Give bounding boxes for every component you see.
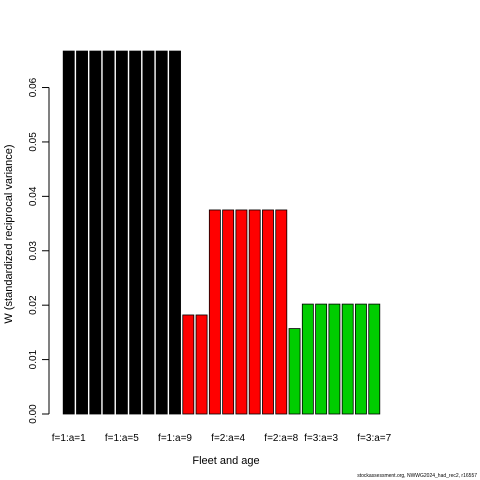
bar-f-2-a-5: [235, 209, 248, 415]
bar-f-1-a-7: [142, 50, 155, 415]
bar-f-3-a-4: [328, 303, 341, 415]
y-tick-label: 0.05: [28, 132, 39, 152]
y-axis-title: W (standardized reciprocal variance): [3, 144, 15, 323]
bar-f-1-a-5: [115, 50, 128, 415]
bar-f-2-a-6: [248, 209, 261, 415]
x-tick-label-f-1-a-1: f=1:a=1: [52, 433, 86, 444]
bar-f-1-a-9: [169, 50, 181, 415]
bar-f-2-a-4: [222, 209, 235, 415]
bar-f-1-a-1: [62, 50, 75, 415]
bar-f-1-a-3: [89, 50, 102, 415]
y-axis: 0.00 0.01 0.02 0.03 0.04 0.05 0.06: [28, 77, 50, 424]
bar-f-3-a-5: [341, 303, 354, 415]
bar-f-1-a-8: [155, 50, 168, 415]
x-tick-label-f-1-a-9: f=1:a=9: [158, 433, 192, 444]
bar-f-3-a-7: [368, 303, 381, 415]
bar-f-2-a-7: [262, 209, 274, 415]
y-tick-label: 0.06: [28, 77, 39, 97]
y-tick-label: 0.00: [28, 404, 39, 424]
credit-text: stockassessment.org, NWWG2024_had_rec2, …: [357, 473, 477, 479]
y-tick-label: 0.04: [28, 186, 39, 206]
x-tick-label-f-3-a-7: f=3:a=7: [357, 433, 391, 444]
bars: [62, 50, 381, 415]
bar-f-2-a-2: [195, 314, 208, 415]
bar-f-3-a-6: [355, 303, 367, 415]
bar-f-1-a-4: [102, 50, 115, 415]
y-tick-label: 0.01: [28, 349, 39, 369]
bar-f-2-a-1: [182, 314, 195, 415]
x-tick-label-f-3-a-3: f=3:a=3: [304, 433, 338, 444]
x-axis-title: Fleet and age: [192, 455, 259, 467]
bar-f-1-a-2: [76, 50, 88, 415]
bar-f-1-a-6: [129, 50, 142, 415]
bar-f-2-a-3: [208, 209, 221, 415]
x-tick-label-f-2-a-4: f=2:a=4: [211, 433, 245, 444]
y-tick-label: 0.02: [28, 295, 39, 315]
bar-f-2-a-8: [275, 209, 288, 415]
bar-f-3-a-3: [315, 303, 328, 415]
x-tick-label-f-2-a-8: f=2:a=8: [264, 433, 298, 444]
x-tick-labels: f=1:a=1 f=1:a=5 f=1:a=9 f=2:a=4 f=2:a=8 f=3:a…: [52, 433, 392, 444]
bar-f-3-a-2: [301, 303, 314, 415]
bar-f-3-a-1: [288, 328, 301, 415]
x-tick-label-f-1-a-5: f=1:a=5: [105, 433, 139, 444]
y-tick-label: 0.03: [28, 241, 39, 261]
